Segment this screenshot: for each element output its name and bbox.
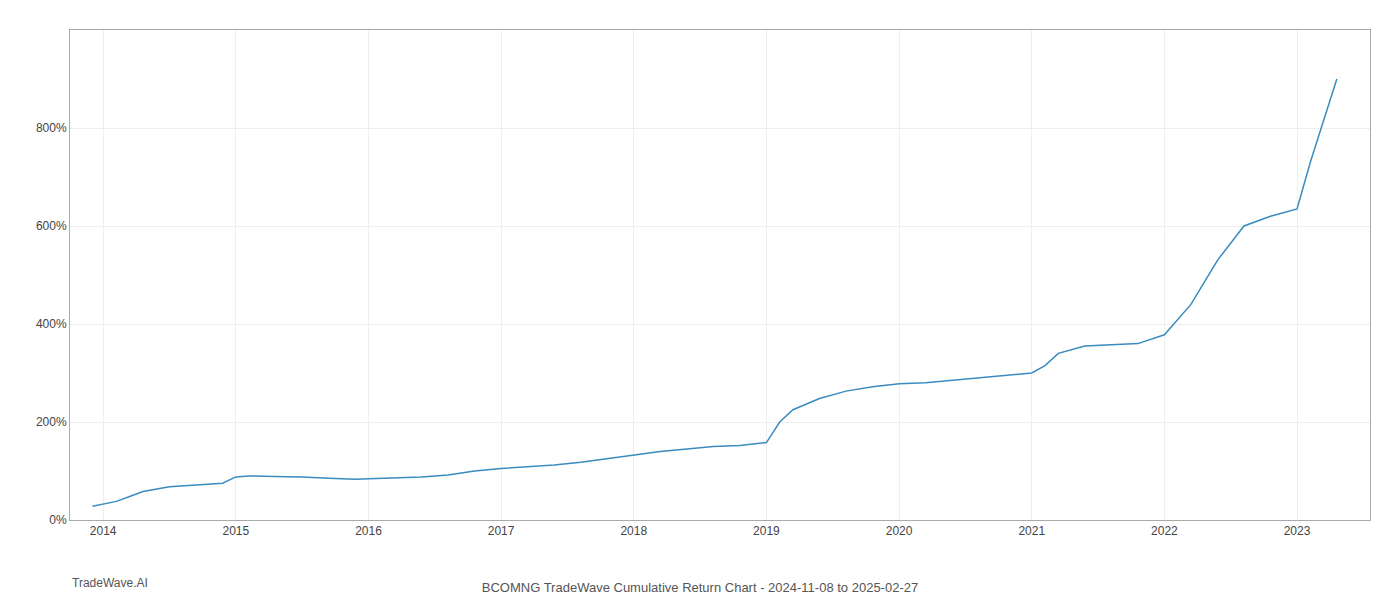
svg-text:2020: 2020 bbox=[886, 524, 913, 538]
svg-text:2014: 2014 bbox=[90, 524, 117, 538]
svg-text:800%: 800% bbox=[36, 121, 67, 135]
svg-text:2021: 2021 bbox=[1018, 524, 1045, 538]
svg-text:2017: 2017 bbox=[488, 524, 515, 538]
svg-text:BCOMNG TradeWave Cumulative Re: BCOMNG TradeWave Cumulative Return Chart… bbox=[482, 580, 918, 595]
svg-text:200%: 200% bbox=[36, 415, 67, 429]
svg-text:2022: 2022 bbox=[1151, 524, 1178, 538]
svg-text:2019: 2019 bbox=[753, 524, 780, 538]
svg-text:TradeWave.AI: TradeWave.AI bbox=[72, 576, 148, 590]
svg-text:2015: 2015 bbox=[222, 524, 249, 538]
svg-text:0%: 0% bbox=[49, 513, 67, 527]
svg-text:2016: 2016 bbox=[355, 524, 382, 538]
svg-text:2018: 2018 bbox=[620, 524, 647, 538]
svg-text:400%: 400% bbox=[36, 317, 67, 331]
svg-text:600%: 600% bbox=[36, 219, 67, 233]
svg-text:2023: 2023 bbox=[1284, 524, 1311, 538]
